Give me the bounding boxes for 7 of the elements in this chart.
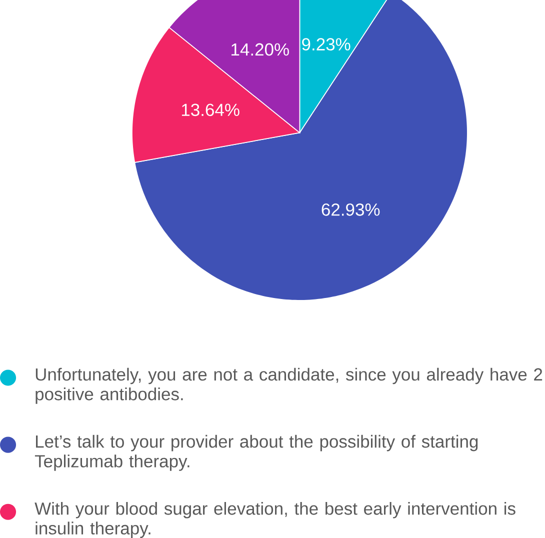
data-label: 14.20% [232, 43, 289, 56]
legend-label: Let’s talk to your provider about the possibility of starting Teplizumab therapy. [34, 434, 478, 471]
data-label: 62.93% [322, 203, 380, 216]
legend-label: With your blood sugar elevation, the best early intervention is insulin therapy. [34, 502, 516, 538]
data-label: 13.64% [182, 104, 240, 116]
data-label: 9.23% [302, 38, 350, 51]
legend-label: Unfortunately, you are not a candidate, since you already have 2 positive antibodies. [36, 368, 542, 404]
